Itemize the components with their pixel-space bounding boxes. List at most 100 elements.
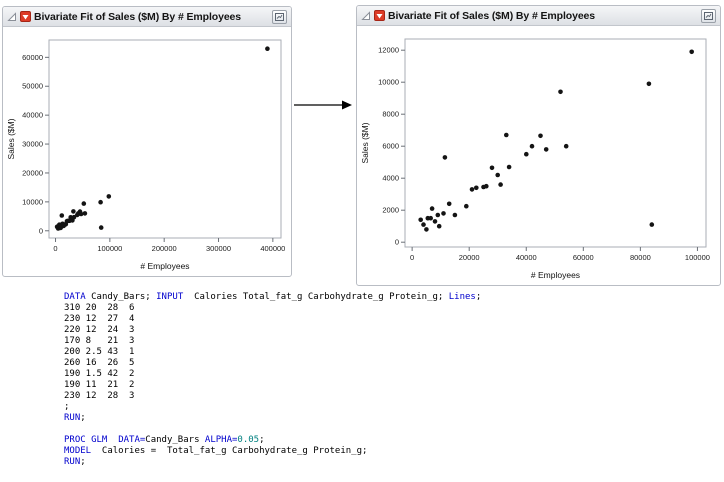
y-tick-label: 40000: [22, 111, 43, 120]
data-point: [498, 182, 503, 187]
data-point: [71, 214, 77, 220]
disclosure-triangle-icon[interactable]: [7, 11, 17, 22]
data-point: [469, 187, 475, 192]
code-line: 170 8 21 3: [64, 336, 481, 347]
code-line: MODEL Calories = Total_fat_g Carbohydrat…: [64, 446, 481, 457]
x-axis-label: # Employees: [140, 261, 189, 271]
x-tick-label: 80000: [630, 253, 651, 262]
y-axis-label: Sales ($M): [360, 122, 370, 163]
scatter-canvas: 0 100000 200000 300000 400000 0 10000 20000 3000…: [6, 39, 285, 271]
red-triangle-menu-icon[interactable]: [374, 10, 385, 21]
x-tick-label: 200000: [152, 244, 177, 253]
code-line: 230 12 27 4: [64, 314, 481, 325]
code-text: 200 2.5 43 1: [64, 347, 135, 357]
code-text: 230 12 28 3: [64, 391, 135, 401]
data-point: [442, 155, 448, 160]
data-point: [98, 225, 104, 230]
code-line: 260 16 26 5: [64, 358, 481, 369]
data-point: [424, 227, 429, 232]
data-point: [524, 151, 529, 157]
code-keyword: ALPHA=: [204, 435, 238, 445]
data-point: [563, 143, 569, 149]
scatter-plot-right: 0 20000 40000 60000 80000 100000 0 2000 4000 6000…: [357, 26, 720, 289]
data-point: [78, 211, 84, 217]
code-text: 310 20 28 6: [64, 303, 135, 313]
data-point: [421, 222, 426, 227]
code-text: 260 16 26 5: [64, 358, 135, 368]
plot-frame: [48, 39, 282, 239]
code-keyword: DATA=: [118, 435, 146, 445]
plot-frame: [404, 38, 707, 248]
code-text: ;: [475, 292, 482, 302]
panel-title: Bivariate Fit of Sales ($M) By # Employe…: [34, 10, 242, 23]
data-point: [82, 211, 88, 216]
y-tick-label: 60000: [22, 53, 43, 62]
data-point: [495, 172, 500, 178]
data-point: [529, 143, 535, 149]
data-point: [436, 223, 442, 229]
data-point: [435, 212, 441, 218]
x-tick-label: 400000: [260, 244, 285, 253]
y-tick-label: 0: [39, 226, 43, 235]
code-text: 220 12 24 3: [64, 325, 135, 335]
data-point: [81, 201, 87, 206]
sas-code: DATA Candy_Bars; INPUT Calories Total_fa…: [64, 292, 481, 468]
zoom-arrow-icon: [292, 97, 354, 113]
y-tick-label: 8000: [382, 110, 399, 119]
data-point: [418, 217, 423, 223]
y-tick-label: 4000: [382, 174, 399, 183]
code-line: PROC GLM DATA=Candy_Bars ALPHA=0.05;: [64, 435, 481, 446]
panel-header: Bivariate Fit of Sales ($M) By # Employe…: [3, 7, 291, 27]
x-tick-label: 20000: [459, 253, 480, 262]
code-line: 190 1.5 42 2: [64, 369, 481, 380]
y-axis-label: Sales ($M): [6, 118, 16, 159]
data-point: [506, 164, 512, 170]
data-point: [558, 89, 563, 95]
code-line: 310 20 28 6: [64, 303, 481, 314]
disclosure-triangle-icon[interactable]: [361, 10, 371, 21]
y-tick-label: 2000: [382, 206, 399, 215]
code-number: 0.05: [237, 435, 260, 445]
data-point: [59, 213, 65, 218]
data-point: [106, 194, 112, 199]
y-tick-label: 30000: [22, 140, 43, 149]
code-keyword: DATA: [64, 292, 86, 302]
panel-title: Bivariate Fit of Sales ($M) By # Employe…: [388, 9, 596, 22]
x-tick-label: 0: [53, 244, 57, 253]
bivariate-panel-left: Bivariate Fit of Sales ($M) By # Employe…: [2, 6, 292, 277]
x-tick-label: 60000: [573, 253, 594, 262]
data-point: [429, 206, 435, 211]
panel-options-button[interactable]: [272, 9, 287, 24]
panel-options-button[interactable]: [701, 8, 716, 23]
code-keyword: RUN: [64, 413, 81, 423]
data-point: [484, 183, 489, 189]
report-icon: [704, 11, 713, 20]
x-tick-label: 100000: [97, 244, 122, 253]
red-triangle-menu-icon[interactable]: [20, 11, 31, 22]
code-text: ;: [80, 413, 86, 423]
code-keyword: MODEL: [64, 446, 92, 456]
bivariate-panel-right: Bivariate Fit of Sales ($M) By # Employe…: [356, 5, 721, 286]
code-keyword: Lines: [448, 292, 476, 302]
scatter-canvas: 0 20000 40000 60000 80000 100000 0 2000 4000 6000…: [360, 38, 710, 280]
x-tick-label: 0: [410, 253, 414, 262]
y-tick-label: 10000: [22, 197, 43, 206]
code-line: RUN;: [64, 413, 481, 424]
code-text: 190 1.5 42 2: [64, 369, 135, 379]
code-text: 170 8 21 3: [64, 336, 135, 346]
code-text: [107, 435, 118, 445]
x-axis-label: # Employees: [531, 270, 580, 280]
code-line: [64, 424, 481, 435]
code-line: DATA Candy_Bars; INPUT Calories Total_fa…: [64, 292, 481, 303]
y-tick-label: 6000: [382, 142, 399, 151]
data-point: [441, 211, 446, 216]
scatter-plot-left: 0 100000 200000 300000 400000 0 10000 20000 3000…: [3, 27, 291, 280]
data-point: [265, 46, 270, 51]
code-line: ;: [64, 402, 481, 413]
y-tick-label: 50000: [22, 82, 43, 91]
code-text: Candy_Bars: [145, 435, 205, 445]
y-tick-label: 10000: [378, 78, 399, 87]
code-text: 190 11 21 2: [64, 380, 135, 390]
data-point: [543, 147, 549, 152]
